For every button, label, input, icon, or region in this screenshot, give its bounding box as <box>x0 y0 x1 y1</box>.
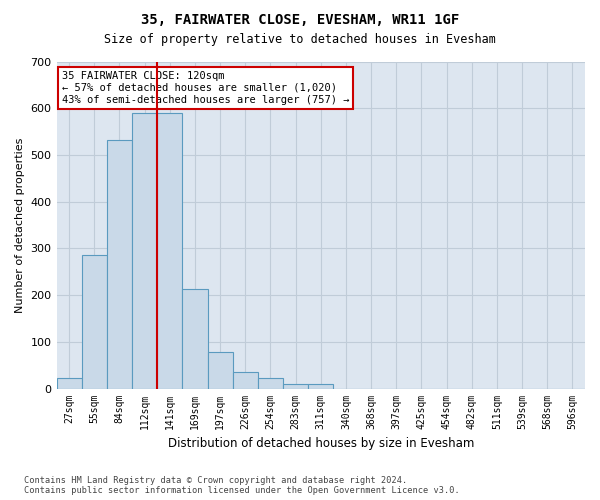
Text: 35, FAIRWATER CLOSE, EVESHAM, WR11 1GF: 35, FAIRWATER CLOSE, EVESHAM, WR11 1GF <box>141 12 459 26</box>
Text: Contains HM Land Registry data © Crown copyright and database right 2024.
Contai: Contains HM Land Registry data © Crown c… <box>24 476 460 495</box>
Bar <box>182 289 208 388</box>
Bar <box>82 255 107 388</box>
Text: 35 FAIRWATER CLOSE: 120sqm
← 57% of detached houses are smaller (1,020)
43% of s: 35 FAIRWATER CLOSE: 120sqm ← 57% of deta… <box>62 72 349 104</box>
Bar <box>56 378 82 388</box>
Bar <box>107 140 132 388</box>
Text: Size of property relative to detached houses in Evesham: Size of property relative to detached ho… <box>104 32 496 46</box>
Bar <box>157 113 182 388</box>
Bar <box>208 352 233 389</box>
Bar <box>283 384 308 388</box>
Bar <box>258 378 283 388</box>
Bar <box>308 384 334 388</box>
Y-axis label: Number of detached properties: Number of detached properties <box>15 138 25 312</box>
Bar <box>132 113 157 388</box>
X-axis label: Distribution of detached houses by size in Evesham: Distribution of detached houses by size … <box>167 437 474 450</box>
Bar <box>233 372 258 388</box>
